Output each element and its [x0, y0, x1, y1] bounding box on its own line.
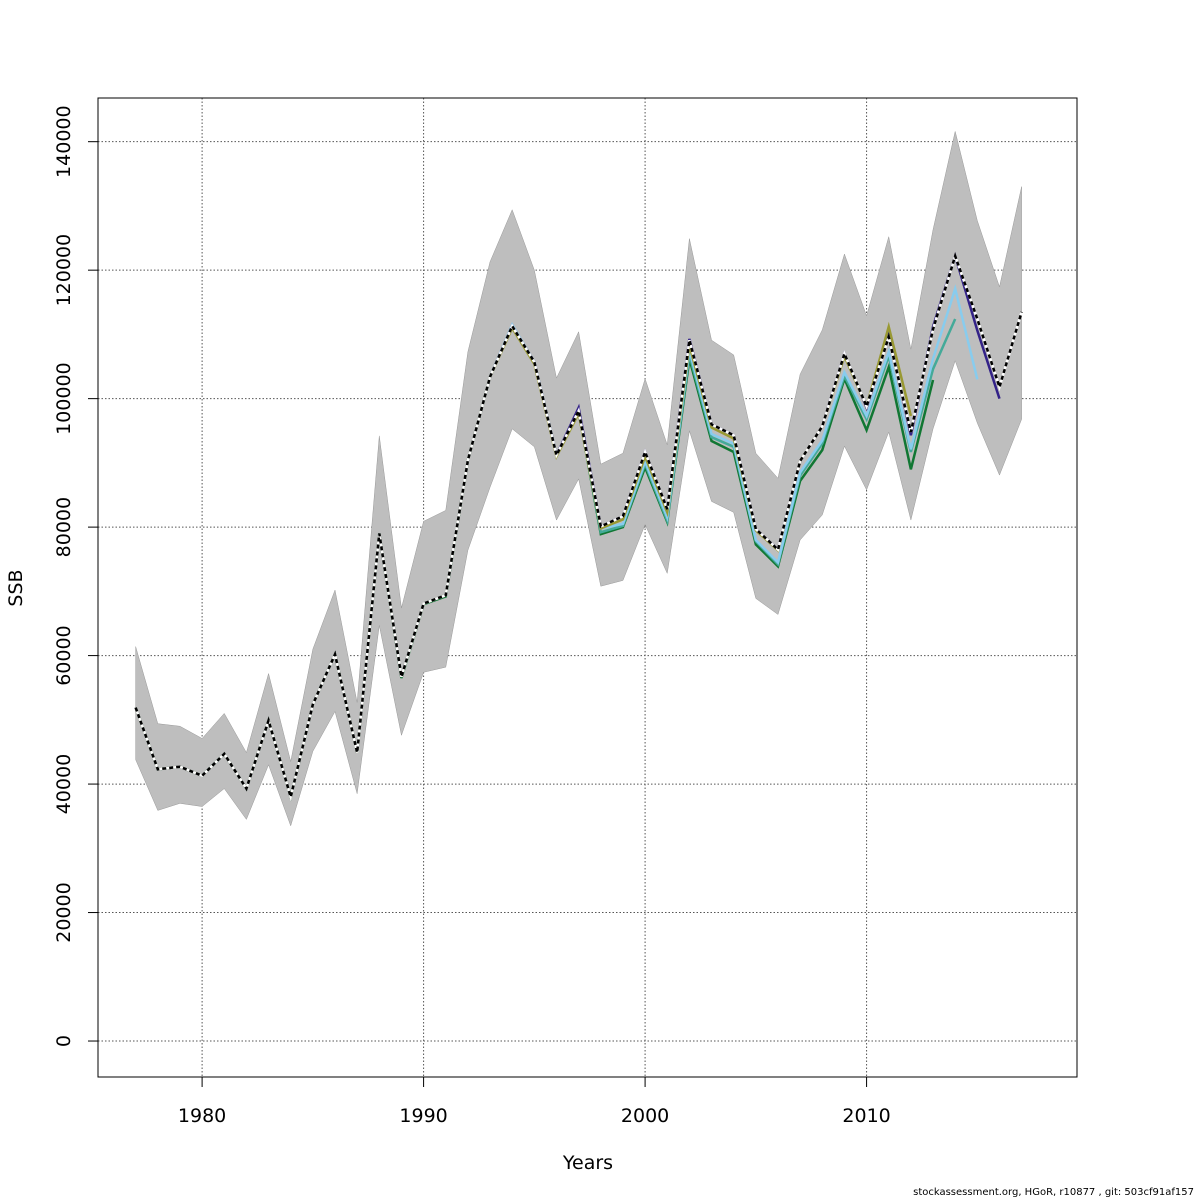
y-tick-label: 80000: [53, 497, 75, 557]
x-tick-label: 2010: [842, 1105, 890, 1127]
y-tick-label: 40000: [53, 754, 75, 814]
y-tick-label: 60000: [53, 625, 75, 685]
y-tick-label: 140000: [53, 105, 75, 178]
confidence-band-polygon: [135, 131, 1022, 827]
y-axis-label: SSB: [5, 569, 27, 606]
x-tick-label: 1980: [178, 1105, 226, 1127]
plot-frame: [97, 97, 1078, 1078]
x-tick-label: 2000: [621, 1105, 669, 1127]
x-axis: 1980 1990 2000 2010: [178, 1077, 891, 1127]
footer-credit: stockassessment.org, HGoR, r10877 , git:…: [913, 1187, 1194, 1198]
x-tick-label: 1990: [399, 1105, 447, 1127]
series-line-current: [134, 252, 1023, 802]
y-tick-label: 100000: [53, 362, 75, 435]
y-tick-label: 0: [53, 1035, 75, 1047]
y-tick-label: 20000: [53, 882, 75, 942]
y-axis: 0 20000 40000 60000 80000 100000 120000 140000: [53, 105, 98, 1047]
x-axis-label: Years: [562, 1152, 613, 1174]
y-tick-label: 120000: [53, 234, 75, 307]
confidence-band: [135, 131, 1022, 827]
series-lines: [134, 251, 1023, 802]
